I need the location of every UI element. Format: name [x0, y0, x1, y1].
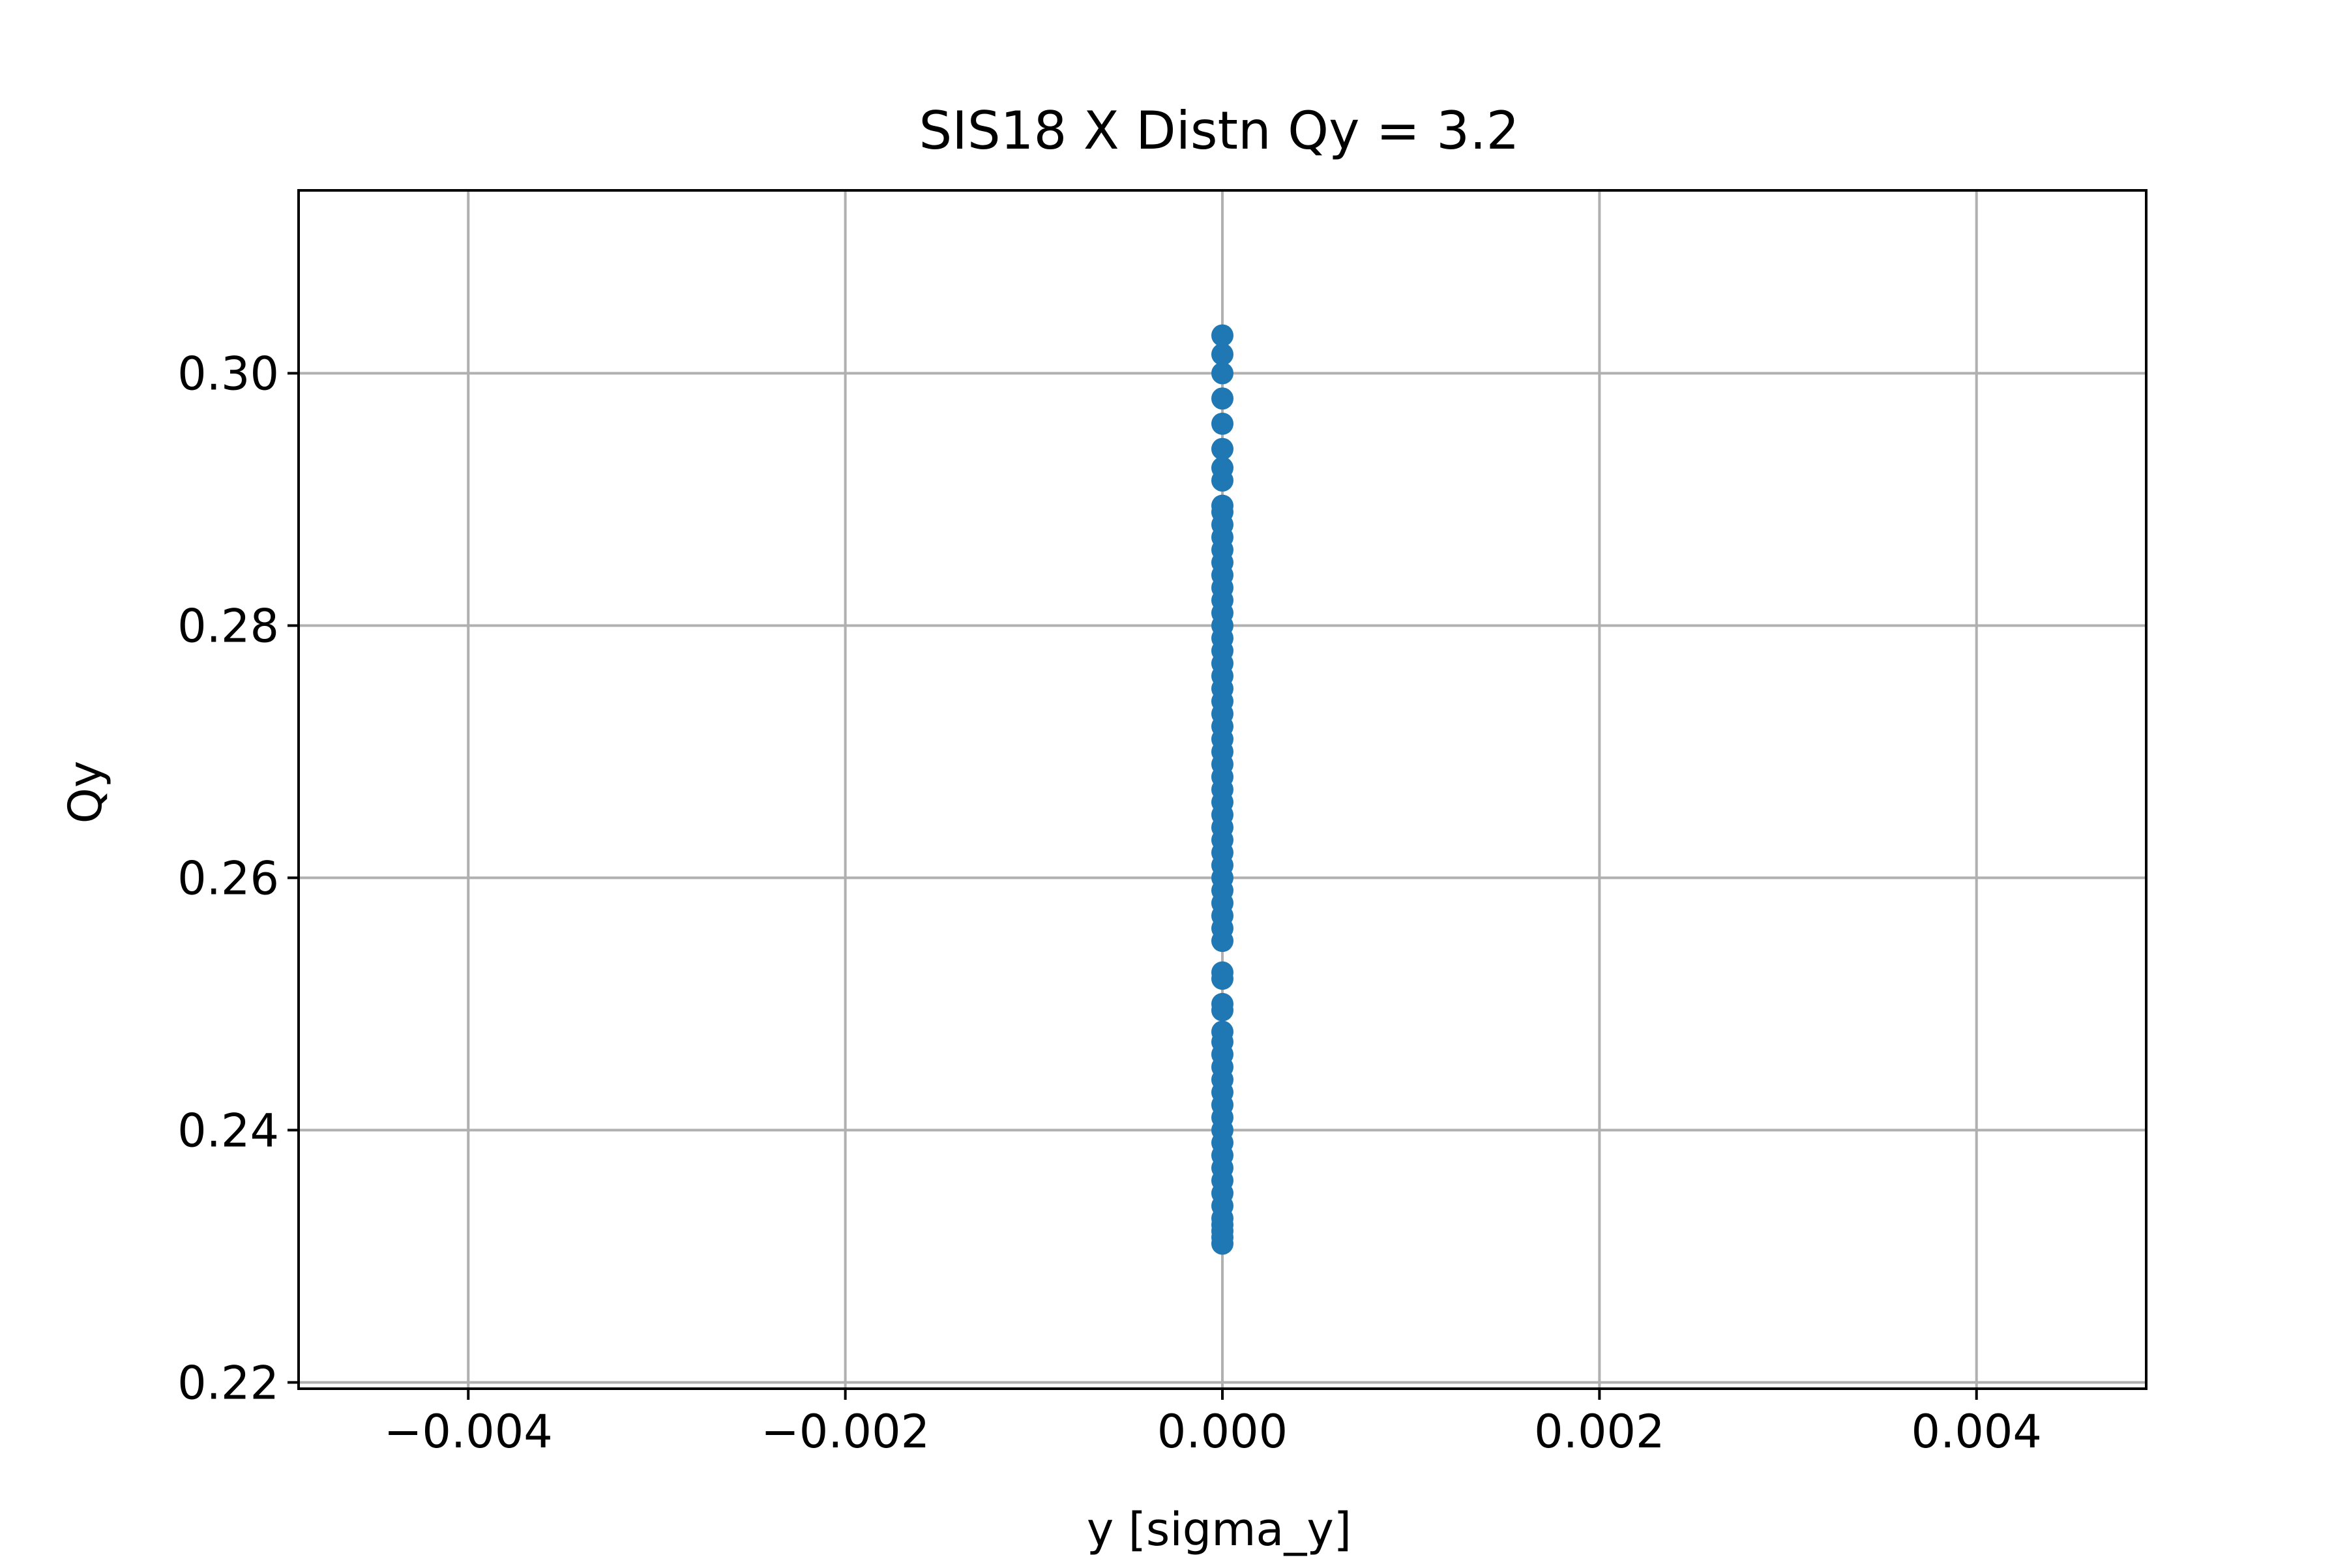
x-tick-label: −0.004	[384, 1405, 553, 1458]
data-point	[1211, 494, 1233, 517]
x-tick-label: 0.000	[1157, 1405, 1288, 1458]
chart-title: SIS18 X Distn Qy = 3.2	[919, 100, 1519, 161]
data-point	[1211, 961, 1233, 984]
data-point	[1211, 456, 1233, 479]
x-axis-label: y [sigma_y]	[1087, 1503, 1351, 1556]
data-points	[1211, 324, 1233, 1255]
y-tick-label: 0.24	[177, 1104, 279, 1157]
y-tick-label: 0.26	[177, 851, 279, 905]
data-point	[1211, 387, 1233, 410]
x-tick-label: 0.004	[1912, 1405, 2042, 1458]
y-axis-label: Qy	[59, 761, 112, 824]
data-point	[1211, 1020, 1233, 1043]
data-point	[1211, 412, 1233, 435]
y-tick-label: 0.30	[177, 348, 279, 401]
data-point	[1211, 362, 1233, 385]
data-point	[1211, 324, 1233, 347]
y-tick-label: 0.22	[177, 1356, 279, 1410]
ticks: −0.004 −0.002 0.000 0.002 0.004 0.22 0.24 0.26 0…	[177, 348, 2042, 1458]
x-tick-label: 0.002	[1534, 1405, 1664, 1458]
data-point	[1211, 437, 1233, 460]
data-point	[1211, 343, 1233, 366]
data-point	[1211, 992, 1233, 1015]
x-tick-label: −0.002	[761, 1405, 930, 1458]
y-tick-label: 0.28	[177, 599, 279, 653]
